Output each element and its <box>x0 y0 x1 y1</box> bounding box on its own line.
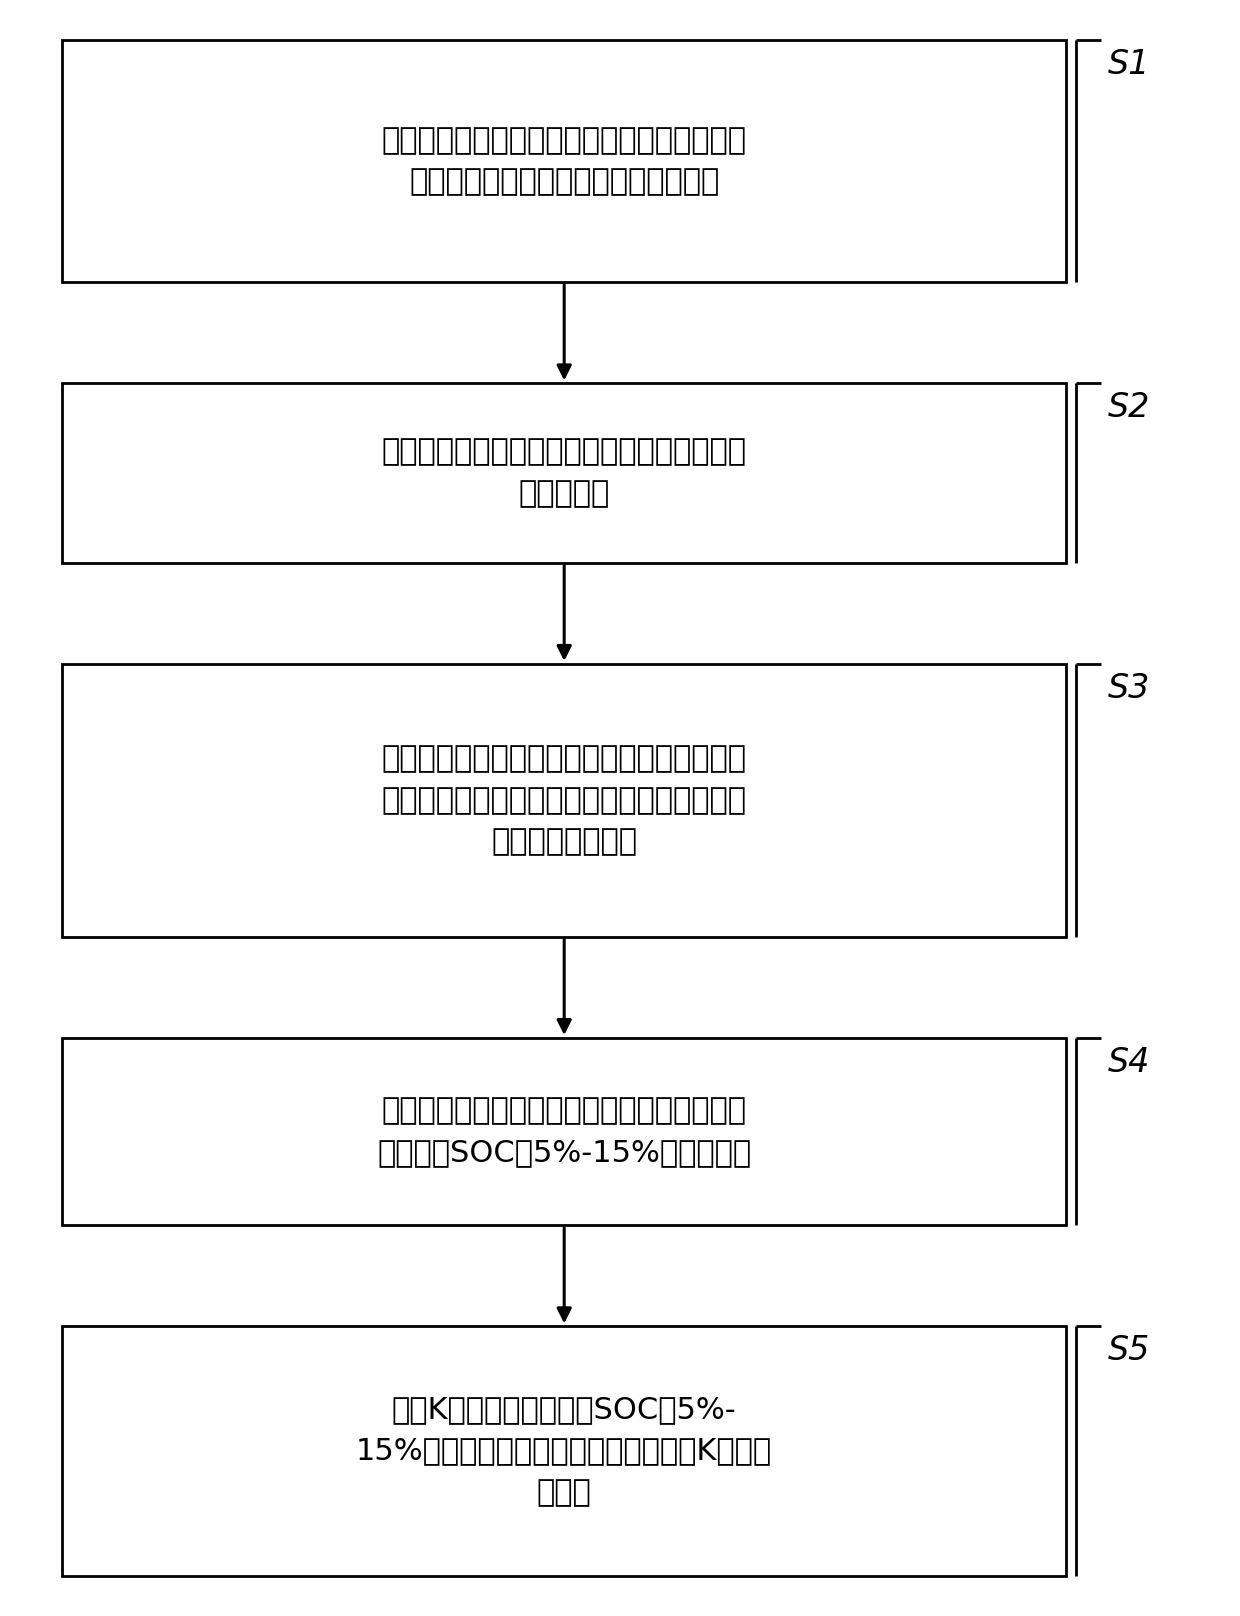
Bar <box>62 1327 1066 1576</box>
Text: 采用K值的方法对自放电SOC为5%-
15%的待测电池进行筛选，筛选出满足K值的待
测电池: 采用K值的方法对自放电SOC为5%- 15%的待测电池进行筛选，筛选出满足K值的… <box>356 1395 773 1508</box>
Text: 从满足第二测试标准的待测电池筛选中，筛选
出自放电SOC为5%-15%的待测电池: 从满足第二测试标准的待测电池筛选中，筛选 出自放电SOC为5%-15%的待测电池 <box>377 1096 751 1167</box>
Bar <box>62 1037 1066 1225</box>
Text: S5: S5 <box>1107 1335 1149 1367</box>
Text: 以第二测试标准对经过预设老化工艺老化的待
测电池进行二次电压测试，筛选出满足第二测
试标准的待测电池: 以第二测试标准对经过预设老化工艺老化的待 测电池进行二次电压测试，筛选出满足第二… <box>382 743 746 856</box>
Text: S4: S4 <box>1107 1046 1149 1079</box>
Bar <box>62 664 1066 937</box>
Text: 以预设老化工艺对满足第一测试标准的待测电
池进行老化: 以预设老化工艺对满足第一测试标准的待测电 池进行老化 <box>382 438 746 507</box>
Text: S3: S3 <box>1107 672 1149 705</box>
Text: S1: S1 <box>1107 48 1149 81</box>
Text: S2: S2 <box>1107 391 1149 425</box>
Bar <box>62 40 1066 281</box>
Bar <box>62 383 1066 562</box>
Text: 以第一测试标准对待测电池进行一次电压测试
，筛选出满足第一测试标准的待测电池: 以第一测试标准对待测电池进行一次电压测试 ，筛选出满足第一测试标准的待测电池 <box>382 126 746 197</box>
